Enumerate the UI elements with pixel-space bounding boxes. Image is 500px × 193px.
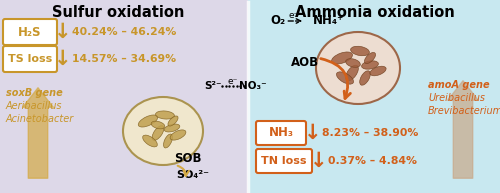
Ellipse shape	[360, 71, 370, 85]
Text: O₂: O₂	[270, 14, 285, 27]
Ellipse shape	[151, 121, 165, 129]
Text: NH₄⁺: NH₄⁺	[313, 14, 344, 27]
Ellipse shape	[332, 52, 352, 64]
Text: 14.57% – 34.69%: 14.57% – 34.69%	[72, 54, 176, 64]
FancyBboxPatch shape	[256, 121, 306, 145]
Ellipse shape	[346, 65, 358, 81]
Text: NO₃⁻: NO₃⁻	[239, 81, 267, 91]
Ellipse shape	[364, 52, 376, 63]
Text: ↓: ↓	[54, 49, 72, 69]
Ellipse shape	[346, 59, 360, 67]
FancyArrowPatch shape	[320, 59, 350, 98]
Text: Acinetobacter: Acinetobacter	[6, 114, 74, 124]
Ellipse shape	[138, 115, 158, 127]
Ellipse shape	[350, 46, 370, 56]
Text: AOB: AOB	[291, 57, 319, 69]
Text: 8.23% – 38.90%: 8.23% – 38.90%	[322, 128, 418, 138]
Text: NH₃: NH₃	[268, 126, 293, 140]
Text: ↓: ↓	[304, 123, 322, 143]
FancyBboxPatch shape	[3, 19, 57, 45]
Ellipse shape	[170, 130, 186, 140]
Ellipse shape	[123, 97, 203, 165]
Ellipse shape	[164, 124, 180, 132]
Text: Brevibacterium: Brevibacterium	[428, 106, 500, 116]
Ellipse shape	[152, 126, 164, 140]
Text: SO₄²⁻: SO₄²⁻	[176, 170, 210, 180]
Text: e⁻: e⁻	[289, 12, 299, 20]
Text: Sulfur oxidation: Sulfur oxidation	[52, 5, 184, 20]
Text: Ureibacillus: Ureibacillus	[428, 93, 485, 103]
Polygon shape	[0, 0, 248, 193]
Ellipse shape	[362, 61, 378, 69]
Ellipse shape	[370, 66, 386, 76]
Text: 0.37% – 4.84%: 0.37% – 4.84%	[328, 156, 417, 166]
Text: H₂S: H₂S	[18, 25, 42, 38]
Text: e⁻: e⁻	[228, 76, 238, 85]
Text: TS loss: TS loss	[8, 54, 52, 64]
FancyArrowPatch shape	[178, 166, 189, 176]
Text: ↓: ↓	[310, 151, 328, 171]
FancyArrowPatch shape	[22, 88, 54, 178]
Ellipse shape	[316, 32, 400, 104]
Text: Ammonia oxidation: Ammonia oxidation	[295, 5, 455, 20]
Ellipse shape	[156, 111, 174, 119]
FancyArrowPatch shape	[448, 81, 478, 178]
Text: amoA gene: amoA gene	[428, 80, 490, 90]
Text: 40.24% – 46.24%: 40.24% – 46.24%	[72, 27, 176, 37]
Text: Aeribacillus: Aeribacillus	[6, 101, 62, 111]
Text: TN loss: TN loss	[261, 156, 307, 166]
Ellipse shape	[336, 72, 353, 84]
FancyBboxPatch shape	[3, 46, 57, 72]
Text: SOB: SOB	[174, 152, 202, 166]
FancyBboxPatch shape	[256, 149, 312, 173]
Text: soxB gene: soxB gene	[6, 88, 63, 98]
Ellipse shape	[142, 135, 158, 147]
Ellipse shape	[168, 116, 178, 126]
Polygon shape	[248, 0, 500, 193]
Text: S²⁻: S²⁻	[204, 81, 222, 91]
Text: ↓: ↓	[54, 22, 72, 42]
Ellipse shape	[164, 134, 172, 148]
